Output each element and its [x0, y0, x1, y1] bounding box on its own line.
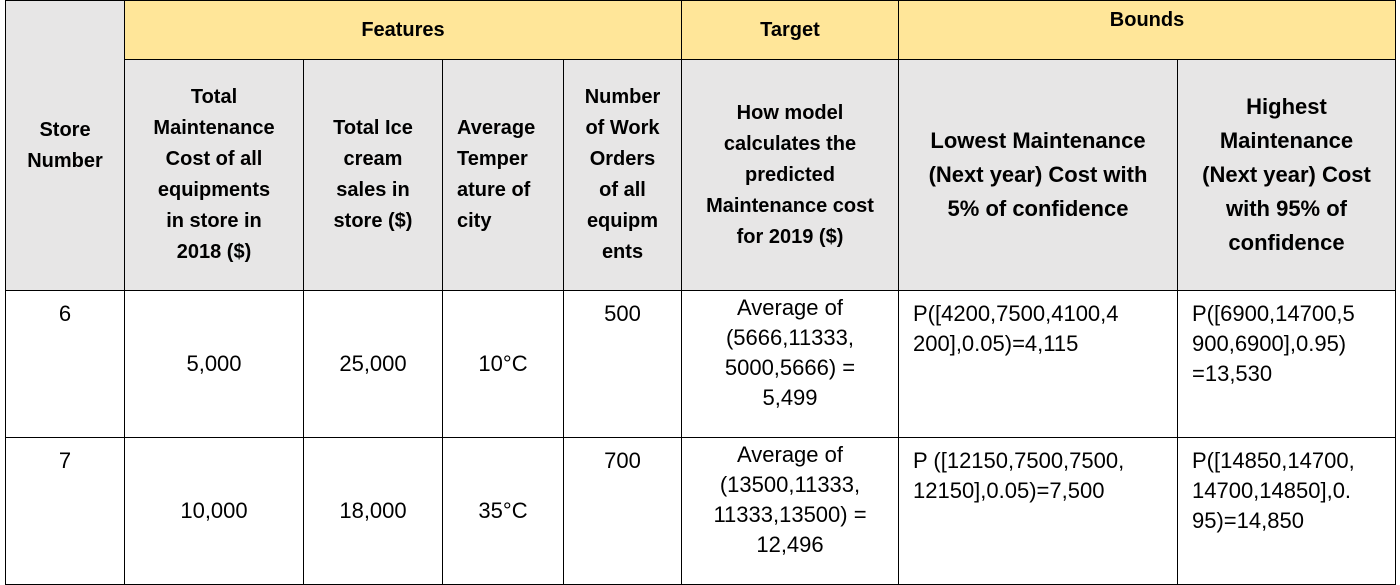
- data-row: 7 10,000 18,000 35°C 700 Average of (13500,113…: [5, 437, 1396, 585]
- data-cell: 10°C: [442, 290, 564, 438]
- cell-line: Average: [457, 117, 536, 139]
- cell-line: P ([12150,7500,7500,: [913, 448, 1125, 473]
- header-cell: Lowest Maintenance (Next year) Cost with 5…: [898, 59, 1178, 291]
- cell-line: Average of: [736, 442, 843, 467]
- cell-line: How model: [736, 101, 844, 124]
- cell-line: Store: [39, 118, 91, 141]
- cell-line: 5000,5666) =: [724, 355, 856, 380]
- header-cell: Store Number: [5, 0, 125, 291]
- data-cell: 35°C: [442, 437, 564, 585]
- cell-line: (5666,11333,: [725, 325, 855, 350]
- cell-line: (Next year) Cost with: [928, 162, 1148, 187]
- header-cell: How model calculates the predicted Maintena…: [681, 59, 899, 291]
- cell-line: calculates the: [723, 132, 857, 155]
- cell-line: Highest: [1246, 94, 1327, 119]
- cell-line: 35°C: [478, 498, 528, 523]
- cell-line: Number: [27, 149, 103, 172]
- data-row: 6 5,000 25,000 10°C 500 Average of (5666,11333…: [5, 290, 1396, 438]
- group-header-row: Store Number Features Target Bounds: [5, 0, 1396, 291]
- cell-line: for 2019 ($): [736, 225, 844, 248]
- cell-line: (Next year) Cost: [1202, 162, 1371, 187]
- data-cell: 6: [5, 290, 125, 438]
- cell-line: 10,000: [180, 498, 248, 523]
- cell-line: Number: [584, 86, 661, 108]
- column-header-row: Total Maintenance Cost of all equipments in …: [6, 59, 1396, 291]
- cell-line: 900,6900],0.95): [1192, 331, 1347, 356]
- cell-line: P([4200,7500,4100,4: [913, 301, 1119, 326]
- cell-line: in store in: [166, 210, 262, 232]
- cell-line: ature of: [457, 179, 531, 201]
- table-body: Store Number Features Target Bounds Total Main…: [5, 0, 1396, 585]
- data-cell: P([6900,14700,5 900,6900],0.95) =13,530: [1177, 290, 1396, 438]
- cell-line: 500: [604, 301, 641, 326]
- cell-line: 7: [58, 448, 72, 473]
- cell-line: Maintenance cost: [706, 194, 874, 217]
- cell-line: =13,530: [1192, 361, 1273, 386]
- cell-line: of Work: [585, 117, 660, 139]
- data-cell: P([14850,14700, 14700,14850],0. 95)=14,850: [1177, 437, 1396, 585]
- cell-line: of all: [599, 179, 646, 201]
- cell-line: Maintenance: [153, 117, 275, 139]
- header-cell: Total Ice cream sales in store ($): [303, 59, 443, 291]
- cell-line: sales in: [336, 179, 410, 201]
- data-cell: Average of (5666,11333, 5000,5666) = 5,499: [681, 290, 899, 438]
- cell-line: Total: [190, 86, 238, 108]
- cell-line: store ($): [333, 210, 413, 232]
- cell-line: 5,499: [762, 385, 818, 410]
- group-header: Bounds: [898, 0, 1396, 60]
- cell-line: 10°C: [478, 351, 528, 376]
- cell-line: 25,000: [339, 351, 407, 376]
- header-cell: Highest Maintenance (Next year) Cost with 9…: [1177, 59, 1396, 291]
- cell-line: 6: [58, 301, 72, 326]
- cell-line: 2018 ($): [176, 241, 252, 263]
- data-cell: Average of (13500,11333, 11333,13500) = 12,…: [681, 437, 899, 585]
- cell-line: Temper: [457, 148, 528, 170]
- cell-line: Total Ice: [333, 117, 413, 139]
- cell-line: equipm: [586, 210, 659, 232]
- data-cell: 5,000: [124, 290, 304, 438]
- cell-line: with 95% of: [1225, 196, 1347, 221]
- group-header: Target: [681, 0, 899, 60]
- cell-line: 5,000: [186, 351, 242, 376]
- cell-line: city: [457, 210, 492, 232]
- cell-line: Maintenance: [1219, 128, 1354, 153]
- group-header: Features: [124, 0, 682, 60]
- data-table: Store Number Features Target Bounds Total Main…: [5, 0, 1396, 585]
- cell-line: 5% of confidence: [947, 196, 1129, 221]
- cell-line: 200],0.05)=4,115: [913, 331, 1079, 356]
- cell-line: 18,000: [339, 498, 407, 523]
- cell-line: 11333,13500) =: [713, 502, 867, 527]
- data-cell: 25,000: [303, 290, 443, 438]
- cell-line: P([14850,14700,: [1192, 448, 1355, 473]
- cell-line: equipments: [157, 179, 271, 201]
- cell-line: 12,496: [756, 532, 824, 557]
- cell-line: cream: [343, 148, 403, 170]
- cell-line: 12150],0.05)=7,500: [913, 478, 1105, 503]
- data-cell: 700: [563, 437, 682, 585]
- header-cell: Total Maintenance Cost of all equipments in …: [124, 59, 304, 291]
- cell-line: confidence: [1228, 230, 1345, 255]
- cell-line: 700: [604, 448, 641, 473]
- header-cell: Average Temper ature of city: [442, 59, 564, 291]
- cell-line: ents: [601, 241, 644, 263]
- cell-line: predicted: [744, 163, 836, 186]
- data-cell: P ([12150,7500,7500, 12150],0.05)=7,500: [898, 437, 1178, 585]
- data-cell: 7: [5, 437, 125, 585]
- page: Store Number Features Target Bounds Total Main…: [5, 0, 1396, 585]
- data-cell: 10,000: [124, 437, 304, 585]
- cell-line: Orders: [589, 148, 656, 170]
- cell-line: 14700,14850],0.: [1192, 478, 1352, 503]
- cell-line: P([6900,14700,5: [1192, 301, 1355, 326]
- header-cell: Number of Work Orders of all equipm ents: [563, 59, 682, 291]
- data-cell: 18,000: [303, 437, 443, 585]
- cell-line: 95)=14,850: [1192, 508, 1304, 533]
- cell-line: (13500,11333,: [719, 472, 861, 497]
- data-cell: P([4200,7500,4100,4 200],0.05)=4,115: [898, 290, 1178, 438]
- cell-line: Lowest Maintenance: [930, 128, 1146, 153]
- cell-line: Average of: [736, 295, 843, 320]
- cell-line: Cost of all: [165, 148, 263, 170]
- data-cell: 500: [563, 290, 682, 438]
